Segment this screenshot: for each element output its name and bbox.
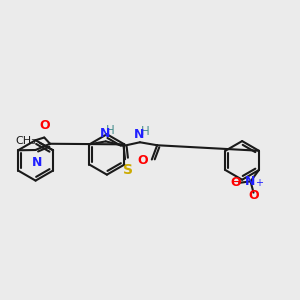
Text: CH₃: CH₃ [15,136,36,146]
Text: O: O [230,176,241,189]
Text: +: + [255,178,263,188]
Text: H: H [140,124,149,137]
Text: N: N [32,156,42,169]
Text: O: O [249,189,260,202]
Text: O: O [39,119,50,132]
Text: H: H [106,124,115,136]
Text: S: S [123,163,133,177]
Text: O: O [138,154,148,167]
Text: −: − [232,176,242,189]
Text: N: N [100,127,110,140]
Text: N: N [134,128,145,141]
Text: N: N [245,176,255,188]
